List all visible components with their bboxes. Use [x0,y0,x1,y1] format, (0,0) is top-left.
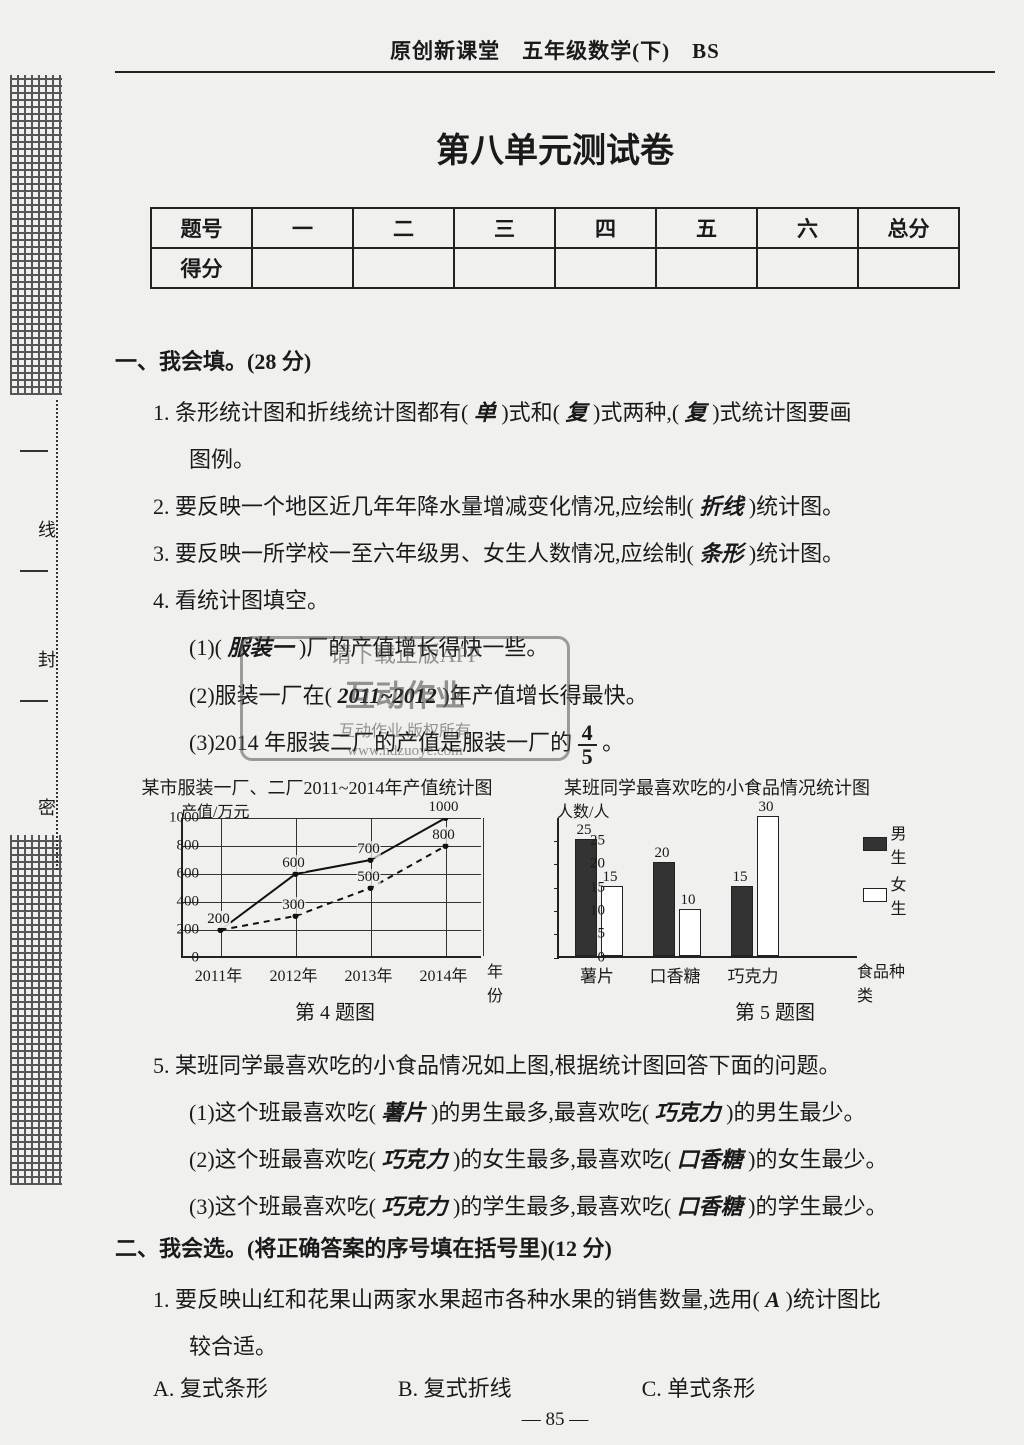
q4-3: (3)2014 年服装二厂的产值是服装一厂的 45 。 [153,720,995,768]
fold-label-mi: 密 [38,790,56,824]
s2-q1-cont: 较合适。 [153,1324,995,1369]
fold-label-feng: 封 [38,642,56,676]
legend-girl: 女生 [891,871,917,919]
q1: 1. 条形统计图和折线统计图都有( 单 )式和( 复 )式两种,( 复 )式统计… [153,390,995,435]
bar-xlabel: 食品种类 [857,958,917,1006]
q5-head: 5. 某班同学最喜欢吃的小食品情况如上图,根据统计图回答下面的问题。 [153,1043,995,1088]
legend-boy: 男生 [891,820,917,868]
line-chart: 产值/万元 年份 020040060080010002011年2012年2013… [127,802,507,992]
bar-legend: 男生 女生 [863,820,917,922]
q5-2: (2)这个班最喜欢吃( 巧克力 )的女生最多,最喜欢吃( 口香糖 )的女生最少。 [153,1137,995,1182]
table-row: 得分 [151,248,959,288]
s2-q1: 1. 要反映山红和花果山两家水果超市各种水果的销售数量,选用( A )统计图比 [153,1277,995,1322]
q2: 2. 要反映一个地区近几年年降水量增减变化情况,应绘制( 折线 )统计图。 [153,484,995,529]
cell [757,248,858,288]
line-chart-title: 某市服装一厂、二厂2011~2014年产值统计图 [127,774,507,800]
line-chart-box: 某市服装一厂、二厂2011~2014年产值统计图 产值/万元 年份 020040… [127,774,507,992]
swatch-girl [863,888,887,902]
q5-1: (1)这个班最喜欢吃( 薯片 )的男生最多,最喜欢吃( 巧克力 )的男生最少。 [153,1090,995,1135]
cell: 题号 [151,208,252,248]
cell [252,248,353,288]
cell [353,248,454,288]
fig5-caption: 第 5 题图 [555,996,995,1025]
page-number: — 85 — [115,1409,995,1431]
fraction: 45 [578,722,597,768]
q4-1: (1)( 服装一 )厂的产值增长得快一些。 [153,625,995,670]
cell [454,248,555,288]
bar-chart-title: 某班同学最喜欢吃的小食品情况统计图 [517,774,917,800]
q4-head: 4. 看统计图填空。 [153,578,995,623]
header-rule [115,71,995,73]
fold-label-xian: 线 [38,512,56,546]
score-table: 题号 一 二 三 四 五 六 总分 得分 [150,207,960,289]
q4-2: (2)服装一厂在( 2011~2012 )年产值增长得最快。 [153,673,995,718]
cell: 五 [656,208,757,248]
q5-3: (3)这个班最喜欢吃( 巧克力 )的学生最多,最喜欢吃( 口香糖 )的学生最少。 [153,1184,995,1229]
cell: 三 [454,208,555,248]
fold-mark [20,570,48,572]
page-content: 原创新课堂 五年级数学(下) BS 第八单元测试卷 题号 一 二 三 四 五 六… [95,0,1015,1431]
cell: 得分 [151,248,252,288]
cell: 四 [555,208,656,248]
q3: 3. 要反映一所学校一至六年级男、女生人数情况,应绘制( 条形 )统计图。 [153,531,995,576]
fold-mark [20,700,48,702]
section2-head: 二、我会选。(将正确答案的序号填在括号里)(12 分) [115,1231,995,1263]
q1-cont: 图例。 [153,437,995,482]
page-header: 原创新课堂 五年级数学(下) BS [115,35,995,65]
choice-a: A. 复式条形 [153,1371,268,1403]
cell: 六 [757,208,858,248]
binding-pattern-top [10,75,62,395]
line-xlabel: 年份 [487,958,507,1006]
table-row: 题号 一 二 三 四 五 六 总分 [151,208,959,248]
cell [858,248,959,288]
charts-row: 某市服装一厂、二厂2011~2014年产值统计图 产值/万元 年份 020040… [127,774,995,992]
cell [656,248,757,288]
bar-chart-box: 某班同学最喜欢吃的小食品情况统计图 人数/人 男生 女生 食品种类 051015… [517,774,917,992]
binding-pattern-bottom [10,835,62,1185]
cell: 一 [252,208,353,248]
cell: 二 [353,208,454,248]
choice-c: C. 单式条形 [642,1371,756,1403]
test-title: 第八单元测试卷 [115,123,995,172]
swatch-boy [863,837,887,851]
cell [555,248,656,288]
fold-mark [20,450,48,452]
bar-chart: 人数/人 男生 女生 食品种类 05101520252515薯片2010口香糖1… [517,802,917,992]
fold-dotted-line [56,400,58,870]
section1-head: 一、我会填。(28 分) [115,344,995,376]
cell: 总分 [858,208,959,248]
choice-b: B. 复式折线 [398,1371,512,1403]
choices-row: A. 复式条形 B. 复式折线 C. 单式条形 [115,1371,995,1403]
